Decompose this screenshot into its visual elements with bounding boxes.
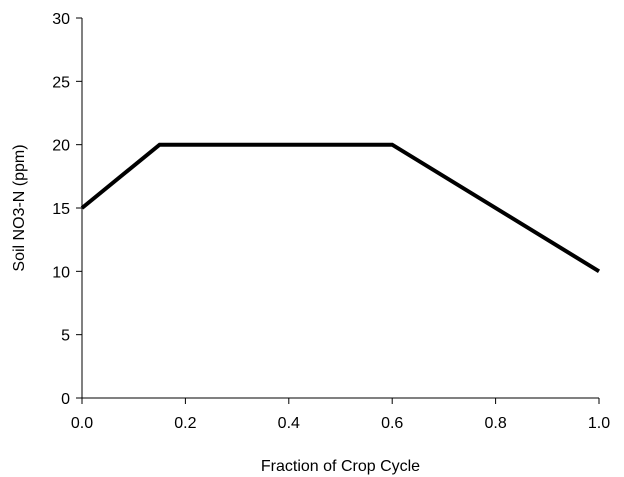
y-axis-title: Soil NO3-N (ppm) — [11, 144, 28, 271]
x-tick-label: 0.2 — [174, 415, 196, 432]
x-tick-label: 0.4 — [278, 415, 300, 432]
x-tick-label: 0.8 — [484, 415, 506, 432]
series-line-0 — [80, 142, 601, 274]
series-layer — [80, 142, 601, 274]
x-axis-title: Fraction of Crop Cycle — [261, 458, 420, 475]
x-tick-label: 0.6 — [381, 415, 403, 432]
y-tick-label: 20 — [52, 138, 70, 155]
x-tick-label: 0.0 — [71, 415, 93, 432]
y-tick-label: 0 — [61, 391, 70, 408]
y-tick-label: 25 — [52, 74, 70, 91]
y-tick-label: 10 — [52, 264, 70, 281]
x-tick-label: 1.0 — [588, 415, 610, 432]
y-axis: 0 5 10 15 20 25 30 — [52, 11, 83, 408]
y-tick-label: 30 — [52, 11, 70, 28]
y-tick-label: 5 — [61, 328, 70, 345]
x-axis: 0.0 0.2 0.4 0.6 0.8 1.0 — [71, 397, 610, 432]
plot-area — [82, 18, 599, 398]
y-tick-label: 15 — [52, 201, 70, 218]
